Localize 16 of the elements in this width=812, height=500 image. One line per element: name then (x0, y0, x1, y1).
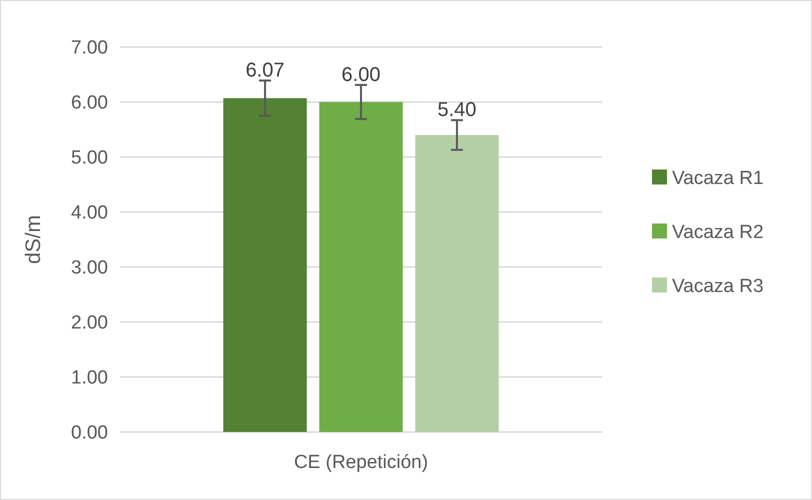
legend-label: Vacaza R2 (672, 222, 764, 244)
y-tick-label: 2.00 (71, 312, 108, 334)
y-tick-label: 3.00 (71, 258, 108, 279)
legend-label: Vacaza R3 (672, 276, 764, 298)
data-label: 6.00 (342, 64, 380, 86)
y-tick-label: 0.00 (71, 422, 108, 444)
legend-label: Vacaza R1 (672, 168, 764, 190)
y-tick-label: 4.00 (71, 202, 108, 224)
data-label: 5.40 (438, 99, 476, 122)
data-label: 6.07 (246, 60, 284, 82)
y-axis-title: dS/m (22, 214, 45, 264)
y-tick-label: 5.00 (71, 148, 108, 169)
y-tick-label: 6.00 (71, 92, 108, 114)
x-tick-label: CE (Repetición) (294, 452, 428, 473)
y-tick-label: 7.00 (71, 38, 108, 59)
y-tick-label: 1.00 (71, 368, 108, 389)
